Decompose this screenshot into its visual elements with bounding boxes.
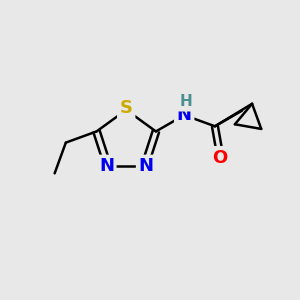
Text: S: S [120,99,133,117]
Text: N: N [177,106,192,124]
Text: O: O [212,148,227,166]
Text: H: H [179,94,192,109]
Text: N: N [99,157,114,175]
Text: N: N [139,157,154,175]
